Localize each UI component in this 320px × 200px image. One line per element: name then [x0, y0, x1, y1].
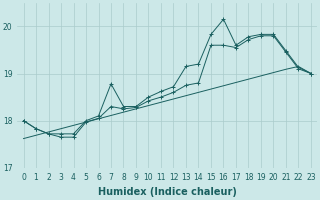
- X-axis label: Humidex (Indice chaleur): Humidex (Indice chaleur): [98, 187, 237, 197]
